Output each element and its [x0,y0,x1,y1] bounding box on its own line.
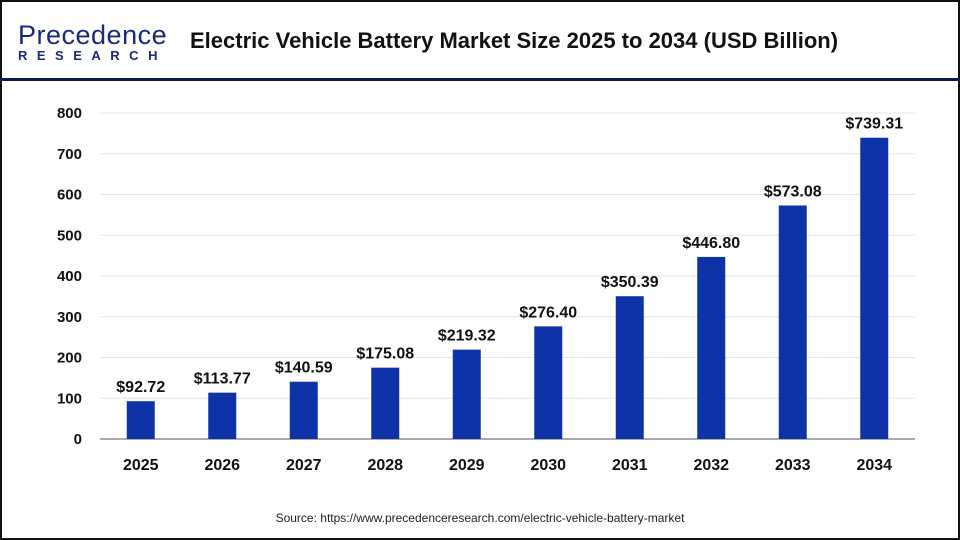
data-label: $276.40 [519,304,577,321]
x-tick-label: 2030 [530,457,566,474]
header: Precedence RESEARCH Electric Vehicle Bat… [0,0,960,81]
x-tick-label: 2025 [123,457,159,474]
bar [208,392,237,439]
data-label: $739.31 [845,116,903,133]
bar [860,137,889,439]
x-tick-label: 2029 [449,457,485,474]
x-tick-label: 2031 [612,457,648,474]
bar [126,401,155,439]
bar [452,349,481,439]
x-tick-label: 2027 [286,457,322,474]
data-label: $573.08 [764,183,822,200]
x-tick-label: 2026 [204,457,240,474]
data-label: $219.32 [438,328,496,345]
chart-title: Electric Vehicle Battery Market Size 202… [190,28,839,53]
bar [289,381,318,439]
y-tick-label: 800 [57,105,82,122]
x-tick-label: 2033 [775,457,811,474]
y-tick-label: 200 [57,350,82,367]
logo: Precedence RESEARCH [18,22,167,64]
x-tick-label: 2034 [856,457,892,474]
bar [371,367,400,439]
y-tick-label: 700 [57,146,82,163]
logo-text-bottom: RESEARCH [18,48,167,63]
y-tick-label: 100 [57,390,82,407]
bar [778,205,807,439]
source-text: Source: https://www.precedenceresearch.c… [275,511,685,525]
data-label: $92.72 [116,379,165,396]
y-tick-label: 300 [57,309,82,326]
data-label: $446.80 [682,235,740,252]
y-tick-label: 400 [57,268,82,285]
y-tick-label: 500 [57,227,82,244]
data-label: $140.59 [275,360,333,377]
bar [534,326,563,439]
x-tick-label: 2028 [367,457,403,474]
bar [697,256,726,439]
data-label: $113.77 [194,371,251,388]
bar [615,296,644,439]
y-tick-label: 600 [57,187,82,204]
logo-text-top: Precedence [18,20,168,50]
x-tick-label: 2032 [693,457,729,474]
y-tick-label: 0 [74,431,82,448]
data-label: $350.39 [601,274,659,291]
data-label: $175.08 [356,346,414,363]
